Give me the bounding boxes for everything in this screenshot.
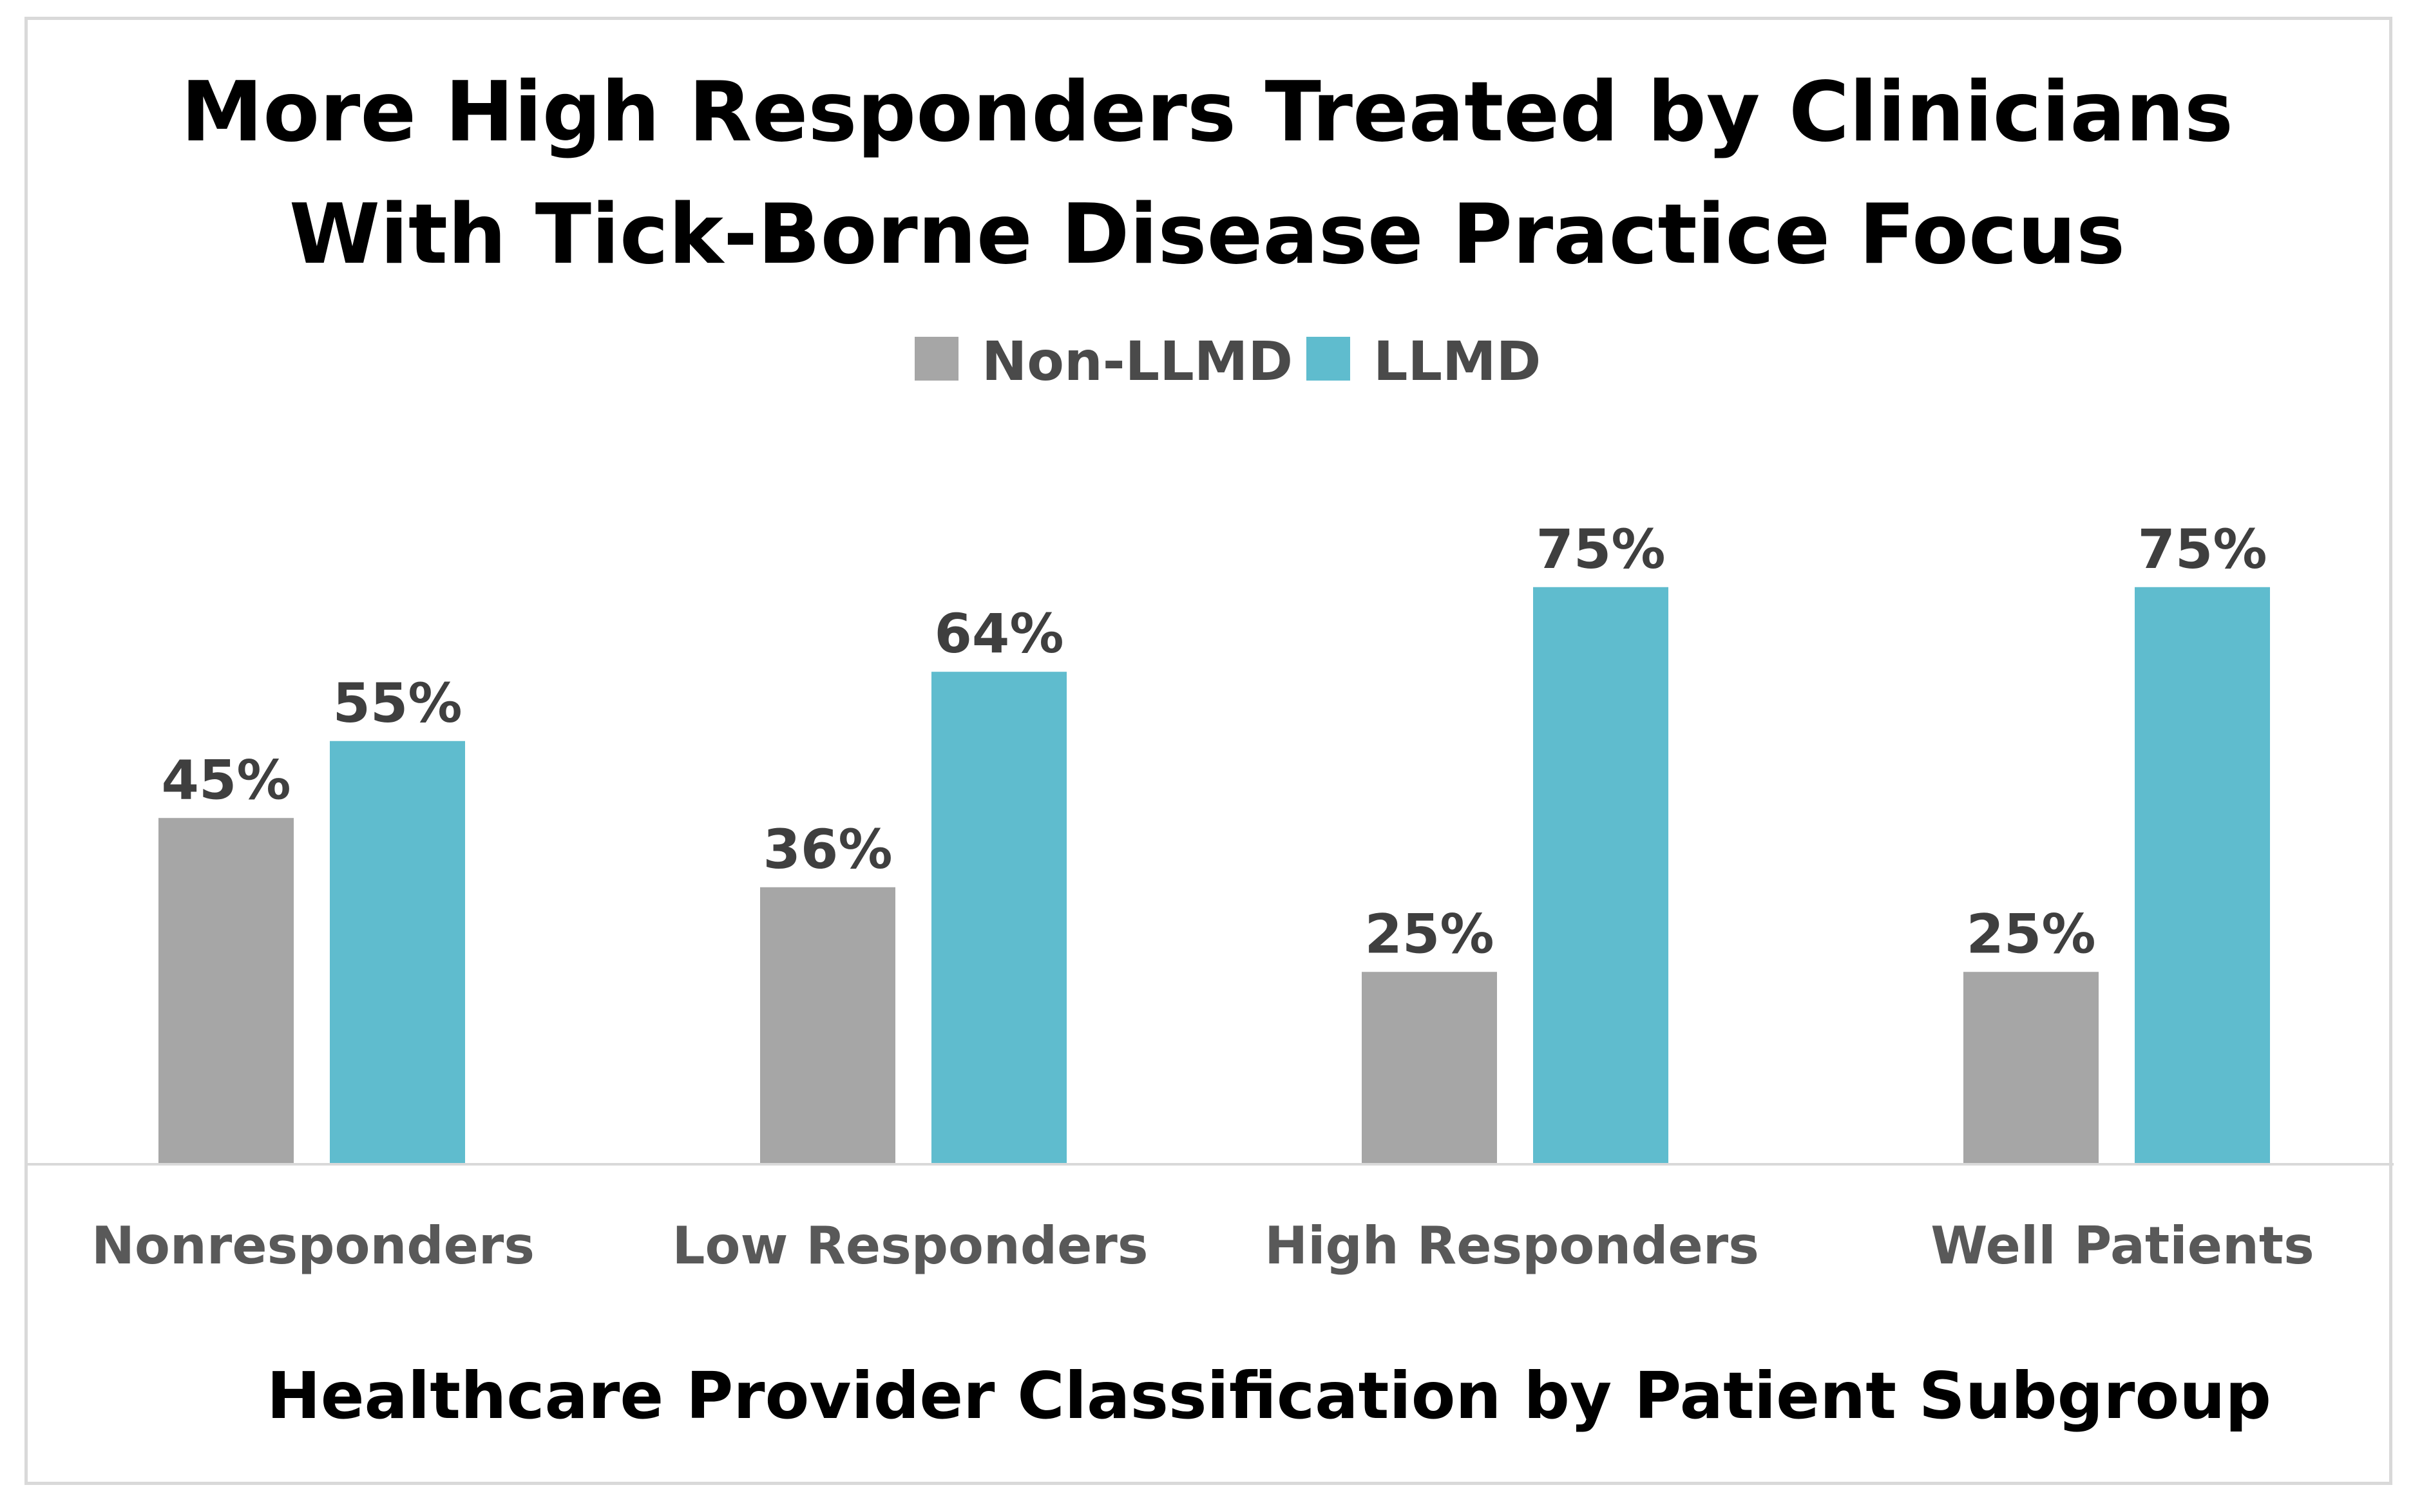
bars-layer [158, 587, 2270, 1164]
data-label-non-llmd-nonresponders: 45% [161, 748, 291, 811]
legend-swatch-non-llmd [915, 337, 958, 381]
bar-non-llmd-well-patients [1963, 972, 2099, 1164]
data-label-llmd-well-patients: 75% [2137, 518, 2267, 581]
chart-title-line-1: More High Responders Treated by Clinicia… [181, 64, 2233, 160]
data-label-non-llmd-high-responders: 25% [1364, 902, 1494, 965]
chart-legend: Non-LLMD LLMD [915, 330, 1541, 393]
data-label-llmd-low-responders: 64% [934, 602, 1063, 665]
x-tick-label-low-responders: Low Responders [672, 1216, 1149, 1276]
x-tick-label-nonresponders: Nonresponders [91, 1216, 535, 1276]
data-label-non-llmd-well-patients: 25% [1966, 902, 2095, 965]
data-label-non-llmd-low-responders: 36% [763, 818, 892, 881]
x-tick-label-high-responders: High Responders [1264, 1216, 1759, 1276]
data-label-llmd-high-responders: 75% [1536, 518, 1665, 581]
data-labels-layer: 45% 55% 36% 64% 25% 75% 25% 75% [161, 518, 2267, 966]
legend-swatch-llmd [1306, 337, 1350, 381]
bar-llmd-well-patients [2135, 587, 2270, 1164]
bar-llmd-high-responders [1533, 587, 1668, 1164]
bar-llmd-nonresponders [330, 741, 465, 1164]
data-label-llmd-nonresponders: 55% [332, 672, 462, 735]
legend-label-non-llmd: Non-LLMD [982, 330, 1293, 393]
x-axis-title: Healthcare Provider Classification by Pa… [267, 1358, 2271, 1433]
x-tick-label-well-patients: Well Patients [1931, 1216, 2314, 1276]
bar-llmd-low-responders [931, 672, 1067, 1164]
bar-non-llmd-nonresponders [158, 818, 294, 1164]
bar-non-llmd-low-responders [760, 887, 895, 1164]
legend-label-llmd: LLMD [1373, 330, 1541, 393]
x-tick-labels: Nonresponders Low Responders High Responde… [91, 1216, 2314, 1276]
bar-non-llmd-high-responders [1362, 972, 1497, 1164]
chart-title-line-2: With Tick-Borne Disease Practice Focus [289, 187, 2125, 283]
